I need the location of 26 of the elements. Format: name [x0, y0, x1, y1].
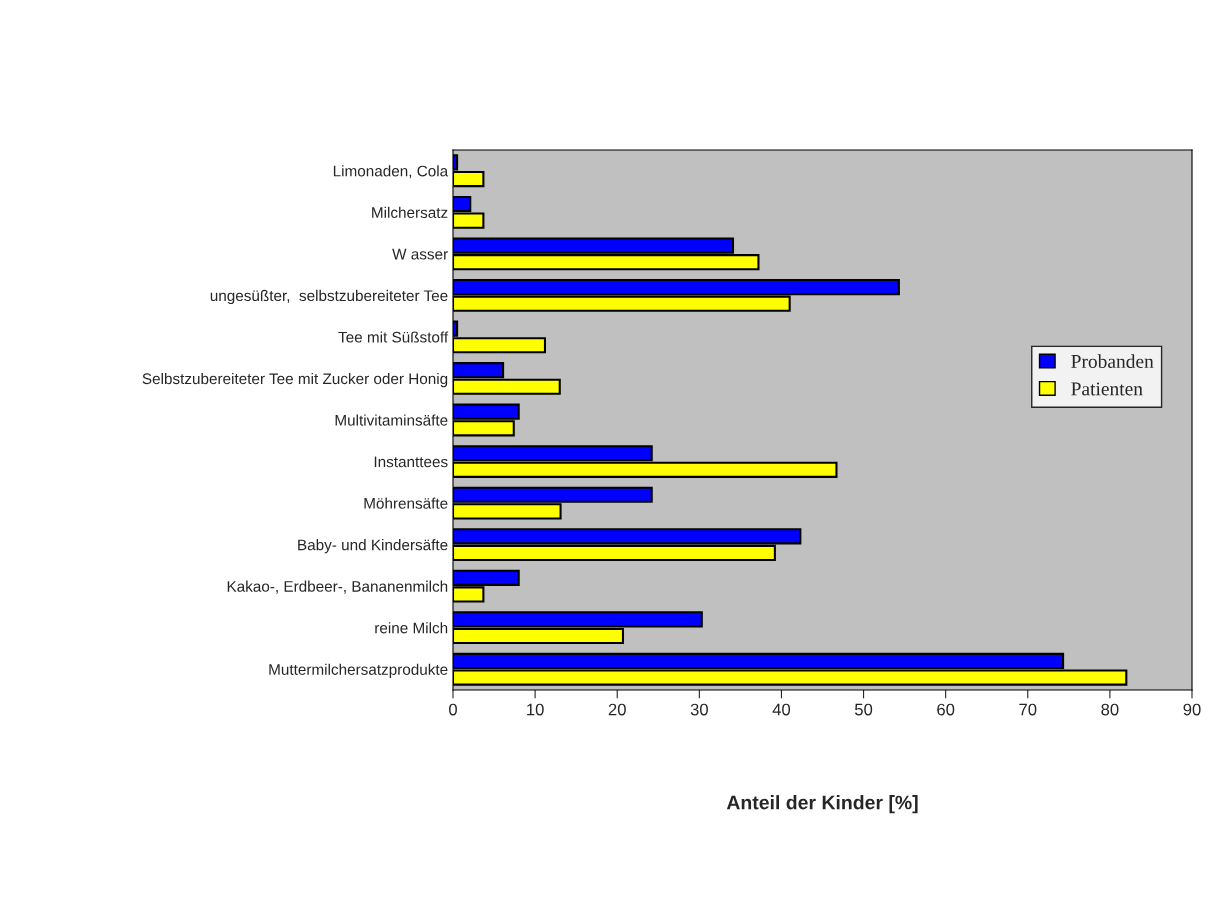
- x-tick-label: 50: [854, 703, 873, 716]
- x-axis-title: Anteil der Kinder [%]: [726, 795, 918, 814]
- x-tick-label: 10: [527, 703, 544, 716]
- x-tick-label: 20: [608, 703, 626, 716]
- x-tick-label: 80: [1101, 703, 1119, 716]
- y-tick-label: ungesüßter, selbstzubereiteter Tee: [210, 289, 448, 305]
- y-tick-label: Selbstzubereiteter Tee mit Zucker oder Honig: [142, 372, 448, 388]
- y-tick-label: Tee mit Süßstoff: [338, 331, 449, 343]
- y-tick-label: Möhrensäfte: [364, 497, 448, 509]
- x-tick-label: 40: [772, 703, 791, 716]
- legend-label: Probanden: [1071, 354, 1154, 368]
- y-tick-label: Baby- und Kindersäfte: [298, 539, 448, 554]
- y-tick-label: Muttermilchersatzprodukte: [269, 663, 448, 678]
- x-tick-label: 90: [1183, 703, 1201, 716]
- y-tick-label: Limonaden, Cola: [333, 165, 449, 179]
- x-tick-label: 30: [690, 703, 708, 716]
- x-tick-label: 60: [937, 703, 955, 716]
- x-tick-label: 70: [1019, 703, 1037, 716]
- y-tick-label: Milchersatz: [372, 206, 448, 218]
- y-tick-label: reine Milch: [375, 622, 448, 634]
- y-tick-label: W asser: [392, 248, 448, 260]
- y-tick-label: Kakao-, Erdbeer-, Bananenmilch: [227, 580, 448, 594]
- legend-label: Patienten: [1071, 382, 1143, 396]
- y-tick-label: Instanttees: [374, 456, 448, 468]
- x-tick-label: 0: [449, 703, 457, 716]
- y-tick-label: Multivitaminsäfte: [335, 414, 448, 426]
